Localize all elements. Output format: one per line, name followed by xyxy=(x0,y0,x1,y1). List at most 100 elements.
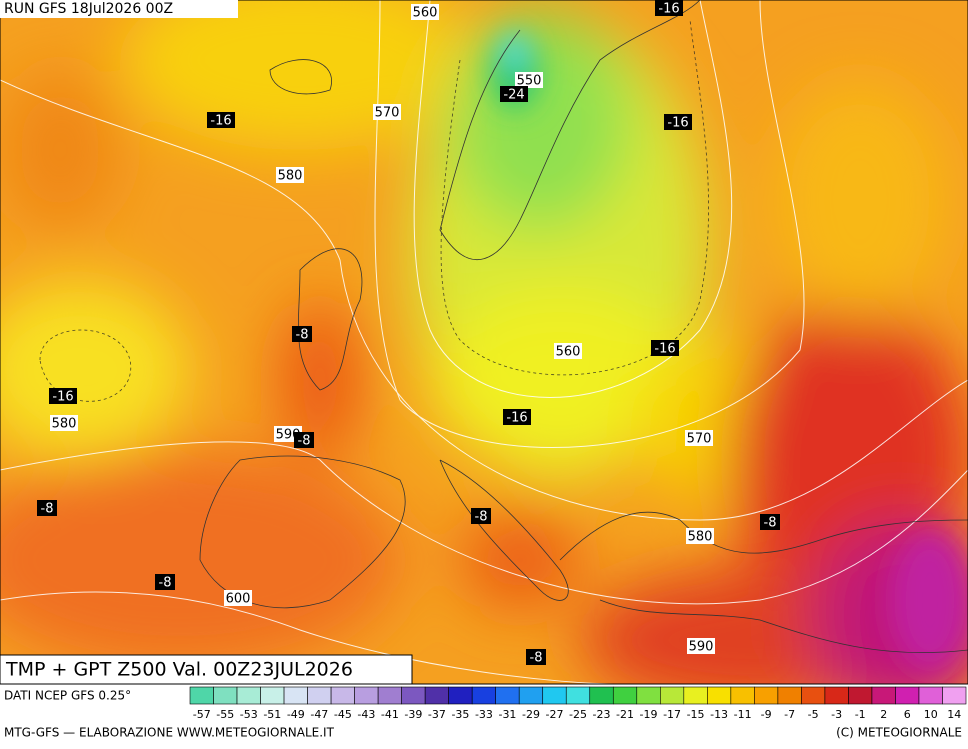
colorbar-swatch xyxy=(777,686,802,705)
colorbar-label: -11 xyxy=(734,708,752,721)
label-text: -16 xyxy=(210,114,231,129)
colorbar-label: 6 xyxy=(904,708,911,721)
colorbar-swatch xyxy=(707,686,732,705)
colorbar-swatch xyxy=(260,686,285,705)
colorbar-swatch xyxy=(542,686,567,705)
contour-label: -8 xyxy=(526,649,546,666)
colorbar-swatch xyxy=(401,686,426,705)
contour-label: 600 xyxy=(224,590,252,607)
colorbar-swatch xyxy=(424,686,449,705)
colorbar-swatch xyxy=(377,686,402,705)
label-bg xyxy=(373,104,401,120)
contours xyxy=(0,0,968,684)
colorbar-swatch xyxy=(801,686,826,705)
contour-label: 560 xyxy=(554,343,582,360)
colorbar-swatch xyxy=(518,686,544,705)
map xyxy=(0,0,968,684)
colorbar-swatch xyxy=(189,686,214,705)
colorbar-swatch xyxy=(213,686,238,705)
colorbar-swatch xyxy=(918,686,943,705)
label-bg xyxy=(515,72,543,88)
contour-label: -8 xyxy=(292,326,312,343)
run-box xyxy=(0,0,238,18)
colorbar-swatch xyxy=(565,686,591,705)
label-text: -16 xyxy=(52,390,73,405)
colorbar-swatch xyxy=(848,686,873,705)
label-bg xyxy=(292,326,312,342)
label-text: 560 xyxy=(556,345,581,360)
colorbar-label: 2 xyxy=(880,708,887,721)
colorbar-swatch xyxy=(589,686,614,705)
label-bg xyxy=(526,649,546,665)
contour-label: -24 xyxy=(500,86,528,103)
map-labels: 560 -16 550-24 570 -16 -16 580 -8 560 -16 -16 580 -1… xyxy=(37,0,780,666)
contour-label: -8 xyxy=(294,432,314,449)
label-text: 600 xyxy=(226,592,251,607)
colorbar-swatch xyxy=(895,686,920,705)
label-text: -16 xyxy=(506,411,527,426)
colorbar-label: -17 xyxy=(663,708,681,721)
label-bg xyxy=(224,590,252,606)
colorbar-swatch xyxy=(942,686,967,705)
colorbar-label: -3 xyxy=(831,708,842,721)
contour-label: 560 xyxy=(411,4,439,21)
colorbar-label: -23 xyxy=(593,708,611,721)
colorbar-label: -57 xyxy=(193,708,211,721)
colorbar-label: -51 xyxy=(263,708,281,721)
colorbar-label: -7 xyxy=(784,708,795,721)
colorbar-swatch xyxy=(660,686,685,705)
colorbar-label: -39 xyxy=(404,708,422,721)
label-bg xyxy=(155,574,175,590)
label-text: -8 xyxy=(530,651,543,666)
credit: MTG-GFS — ELABORAZIONE WWW.METEOGIORNALE… xyxy=(4,726,335,740)
label-text: 580 xyxy=(52,417,77,432)
label-text: 590 xyxy=(689,640,714,655)
colorbar-label: -37 xyxy=(428,708,446,721)
colorbar-label: 10 xyxy=(924,708,938,721)
contour-label: -8 xyxy=(155,574,175,591)
label-bg xyxy=(651,340,679,356)
label-bg xyxy=(503,409,531,425)
colorbar-swatch xyxy=(612,686,638,705)
label-bg xyxy=(207,112,235,128)
contour-label: -8 xyxy=(37,500,57,517)
colorbar-label: -13 xyxy=(710,708,728,721)
colorbar-swatch xyxy=(283,686,308,705)
colorbar-label: -9 xyxy=(761,708,772,721)
label-text: -8 xyxy=(296,328,309,343)
colorbar-swatch xyxy=(471,686,496,705)
label-text: -24 xyxy=(503,88,524,103)
colorbar-swatch xyxy=(683,686,708,705)
colorbar-label: -41 xyxy=(381,708,399,721)
map-frame xyxy=(0,0,968,685)
contour-label: -16 xyxy=(651,340,679,357)
label-text: -8 xyxy=(41,502,54,517)
contour-label: -16 xyxy=(503,409,531,426)
label-text: 560 xyxy=(413,6,438,21)
contour-label: 590 xyxy=(687,638,715,655)
colorbar-swatch xyxy=(448,686,473,705)
contour-label: 580 xyxy=(686,528,714,545)
source: DATI NCEP GFS 0.25° xyxy=(4,689,131,703)
label-bg xyxy=(500,86,528,102)
colorbar-swatch xyxy=(495,686,520,705)
contour-label: -16 xyxy=(655,0,683,17)
colorbar-label: -19 xyxy=(640,708,658,721)
colorbar-swatch xyxy=(730,686,755,705)
label-text: 570 xyxy=(375,106,400,121)
colorbar-swatch xyxy=(636,686,661,705)
label-bg xyxy=(276,167,304,183)
label-bg xyxy=(49,388,77,404)
label-bg xyxy=(687,638,715,654)
colorbar-label: -55 xyxy=(216,708,234,721)
contour-label: 580 xyxy=(50,415,78,432)
label-bg xyxy=(655,0,683,16)
colorbar-swatch xyxy=(330,686,355,705)
run-label: RUN GFS 18Jul2026 00Z xyxy=(4,1,173,17)
label-bg xyxy=(686,528,714,544)
contour-label: -8 xyxy=(760,514,780,531)
label-text: -8 xyxy=(159,576,172,591)
map-title: TMP + GPT Z500 Val. 00Z23JUL2026 xyxy=(5,659,353,681)
colorbar-label: -43 xyxy=(357,708,375,721)
